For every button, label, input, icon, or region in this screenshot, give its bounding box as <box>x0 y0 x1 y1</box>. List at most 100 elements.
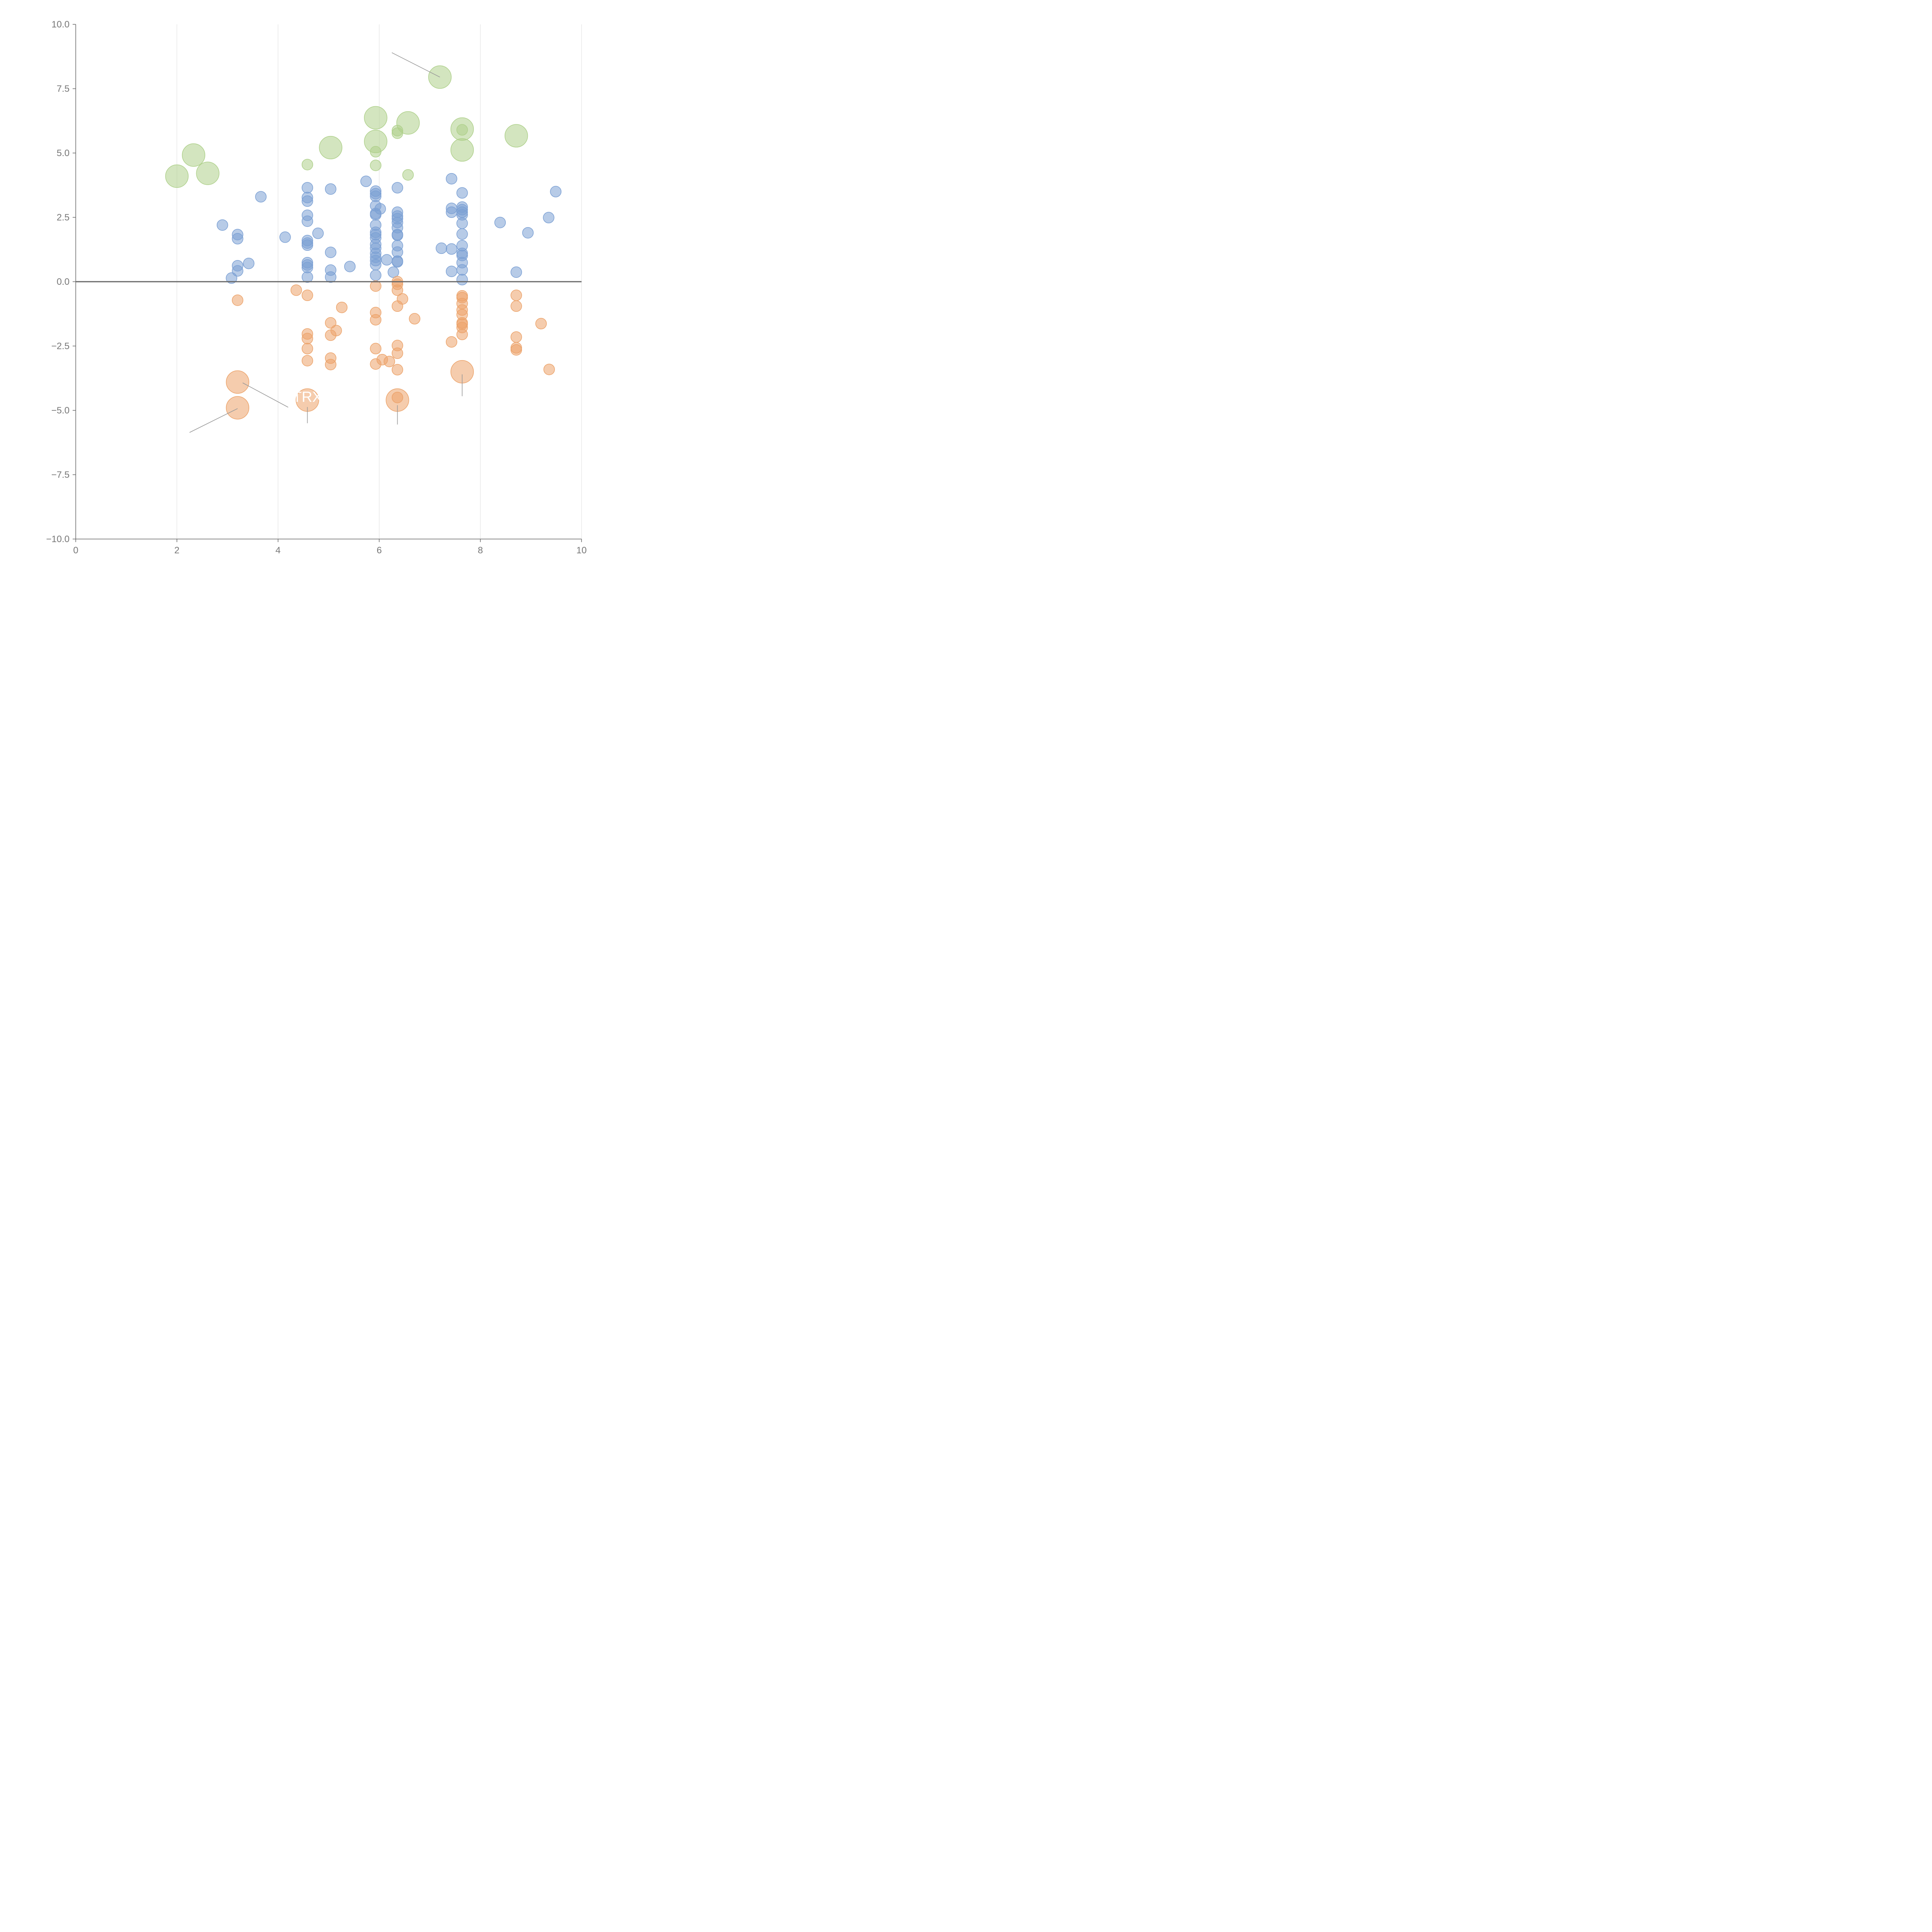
scatter-point <box>391 284 403 296</box>
scatter-point <box>391 347 403 359</box>
scatter-point <box>301 343 313 354</box>
scatter-point <box>391 364 403 376</box>
scatter-point <box>255 191 267 202</box>
scatter-point <box>446 173 457 185</box>
scatter-point <box>456 218 468 229</box>
annotation-leader-line <box>391 52 440 78</box>
label-layer: TRX <box>293 389 322 405</box>
scatter-point <box>494 217 506 228</box>
scatter-point <box>391 230 403 241</box>
annotation-leader-line <box>189 408 238 433</box>
scatter-point <box>456 328 468 340</box>
scatter-point <box>522 227 534 239</box>
scatter-point <box>312 228 324 239</box>
x-tick-label: 8 <box>478 545 483 556</box>
x-tick-label: 0 <box>73 545 78 556</box>
scatter-point <box>456 264 468 276</box>
x-tick-label: 2 <box>174 545 179 556</box>
points-layer <box>165 65 561 420</box>
scatter-point <box>543 364 555 375</box>
scatter-point <box>301 239 313 251</box>
scatter-point <box>510 331 522 343</box>
axis-layer: 0 2 4 6 8 10 −10.0 −7.5 −5.0 −2.5 0.0 2.5 5.0 7.5 10.0 <box>46 19 587 556</box>
scatter-point <box>325 317 337 329</box>
scatter-point <box>232 233 243 245</box>
scatter-point <box>196 162 219 185</box>
scatter-point <box>290 284 302 296</box>
scatter-point <box>243 257 255 269</box>
scatter-point <box>319 136 342 160</box>
y-tick-label: 10.0 <box>51 19 70 30</box>
scatter-point <box>301 271 313 283</box>
scatter-point <box>370 280 381 292</box>
scatter-point <box>301 262 313 274</box>
scatter-point <box>388 266 399 278</box>
scatter-point <box>370 190 381 202</box>
x-tick-label: 6 <box>377 545 382 556</box>
scatter-point <box>301 289 313 301</box>
scatter-point <box>446 336 457 348</box>
scatter-point <box>370 343 381 354</box>
scatter-point <box>301 333 313 344</box>
x-tick-label: 10 <box>577 545 587 556</box>
point-label: TRX <box>293 389 322 405</box>
scatter-point <box>165 164 189 188</box>
scatter-point <box>370 259 381 270</box>
scatter-point <box>535 318 547 330</box>
scatter-point <box>510 300 522 312</box>
scatter-point <box>550 186 561 197</box>
scatter-point <box>510 289 522 301</box>
scatter-point <box>216 219 228 231</box>
scatter-point <box>301 215 313 227</box>
scatter-point <box>396 111 420 135</box>
scatter-point <box>301 182 313 194</box>
scatter-point <box>446 206 457 218</box>
scatter-point <box>383 355 395 367</box>
y-tick-label: −7.5 <box>51 470 70 480</box>
scatter-point <box>409 313 420 325</box>
scatter-point <box>391 256 403 268</box>
scatter-point <box>456 228 468 240</box>
scatter-point <box>370 314 381 326</box>
scatter-point <box>381 254 393 266</box>
scatter-point <box>370 160 381 171</box>
scatter-point <box>435 242 447 254</box>
scatter-point <box>510 266 522 278</box>
scatter-point <box>182 143 206 167</box>
scatter-point <box>325 247 337 258</box>
scatter-point <box>301 195 313 207</box>
scatter-point <box>450 138 474 162</box>
scatter-point <box>543 212 554 223</box>
scatter-point <box>301 159 313 170</box>
scatter-chart: 0 2 4 6 8 10 −10.0 −7.5 −5.0 −2.5 0.0 2.5 5.0 7.5 10.0… <box>0 0 599 599</box>
scatter-point <box>301 355 313 367</box>
scatter-point <box>391 182 403 194</box>
scatter-point <box>370 269 381 281</box>
leader-layer <box>76 52 582 433</box>
y-tick-label: 7.5 <box>57 84 70 94</box>
scatter-point <box>336 301 348 313</box>
scatter-point <box>446 265 457 277</box>
y-tick-label: 2.5 <box>57 213 70 223</box>
scatter-point <box>279 231 291 243</box>
y-tick-label: −2.5 <box>51 341 70 352</box>
annotation-leader-line <box>242 383 289 408</box>
y-tick-label: −10.0 <box>46 534 70 544</box>
y-tick-label: 0.0 <box>57 277 70 287</box>
scatter-point <box>456 274 468 286</box>
scatter-point <box>226 370 250 394</box>
scatter-point <box>325 183 337 195</box>
x-tick-label: 4 <box>276 545 281 556</box>
scatter-point <box>402 169 414 181</box>
scatter-point <box>325 271 337 283</box>
scatter-point <box>344 260 356 272</box>
scatter-point <box>456 187 468 199</box>
y-tick-label: 5.0 <box>57 148 70 158</box>
scatter-point <box>396 293 408 305</box>
y-tick-label: −5.0 <box>51 405 70 416</box>
scatter-point <box>325 359 337 371</box>
scatter-point <box>510 344 522 356</box>
scatter-point <box>504 124 528 148</box>
scatter-point <box>226 396 250 420</box>
scatter-point <box>450 117 474 141</box>
